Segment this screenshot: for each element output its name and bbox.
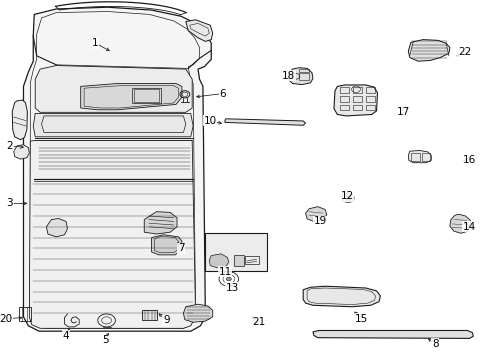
Polygon shape (312, 330, 472, 338)
Bar (142, 310, 157, 320)
Text: 7: 7 (177, 243, 184, 253)
Text: 21: 21 (252, 317, 265, 327)
Text: 2: 2 (6, 141, 13, 151)
Polygon shape (81, 84, 182, 110)
Bar (365, 87, 374, 93)
Text: 1: 1 (92, 38, 99, 48)
Polygon shape (35, 66, 192, 112)
Bar (365, 96, 374, 102)
Bar (365, 105, 374, 110)
Bar (233, 255, 243, 266)
Bar (245, 256, 259, 264)
Bar (205, 233, 266, 271)
Polygon shape (288, 68, 312, 85)
Polygon shape (449, 214, 471, 233)
Text: 3: 3 (6, 198, 13, 208)
Text: 10: 10 (203, 116, 216, 126)
Bar (339, 96, 348, 102)
Bar (352, 87, 361, 93)
Text: 22: 22 (457, 47, 470, 57)
Bar (352, 105, 361, 110)
Circle shape (345, 196, 350, 200)
Bar (299, 73, 308, 80)
Polygon shape (224, 119, 305, 125)
Text: 6: 6 (219, 89, 225, 99)
Text: 8: 8 (431, 339, 438, 349)
Polygon shape (46, 219, 67, 237)
Polygon shape (305, 207, 326, 221)
Bar (19, 307, 31, 321)
Bar (421, 153, 429, 161)
Text: 4: 4 (62, 330, 69, 341)
Text: 15: 15 (354, 314, 368, 324)
Polygon shape (183, 304, 212, 322)
Polygon shape (333, 85, 377, 116)
Text: 20: 20 (0, 314, 12, 324)
Polygon shape (407, 150, 430, 163)
Bar (134, 89, 159, 102)
Text: 16: 16 (462, 155, 475, 165)
Polygon shape (151, 235, 182, 255)
Polygon shape (303, 286, 380, 307)
Bar (410, 153, 419, 161)
Polygon shape (29, 140, 195, 328)
Bar (132, 88, 161, 103)
Circle shape (226, 277, 231, 281)
Bar (299, 69, 308, 72)
Text: 12: 12 (340, 191, 353, 201)
Polygon shape (14, 145, 29, 159)
Bar (339, 87, 348, 93)
Polygon shape (407, 40, 449, 61)
Text: 13: 13 (225, 283, 239, 293)
Text: 18: 18 (281, 71, 295, 81)
Text: 14: 14 (462, 222, 475, 232)
Bar (352, 96, 361, 102)
Polygon shape (144, 212, 177, 234)
Text: 17: 17 (396, 107, 409, 117)
Polygon shape (23, 7, 211, 331)
Polygon shape (185, 20, 212, 41)
Text: 5: 5 (102, 335, 108, 345)
Polygon shape (209, 254, 228, 268)
Text: 11: 11 (218, 267, 231, 277)
Polygon shape (33, 113, 193, 137)
Bar (339, 105, 348, 110)
Text: 9: 9 (163, 315, 169, 325)
Polygon shape (12, 100, 27, 140)
Text: 19: 19 (313, 216, 326, 226)
